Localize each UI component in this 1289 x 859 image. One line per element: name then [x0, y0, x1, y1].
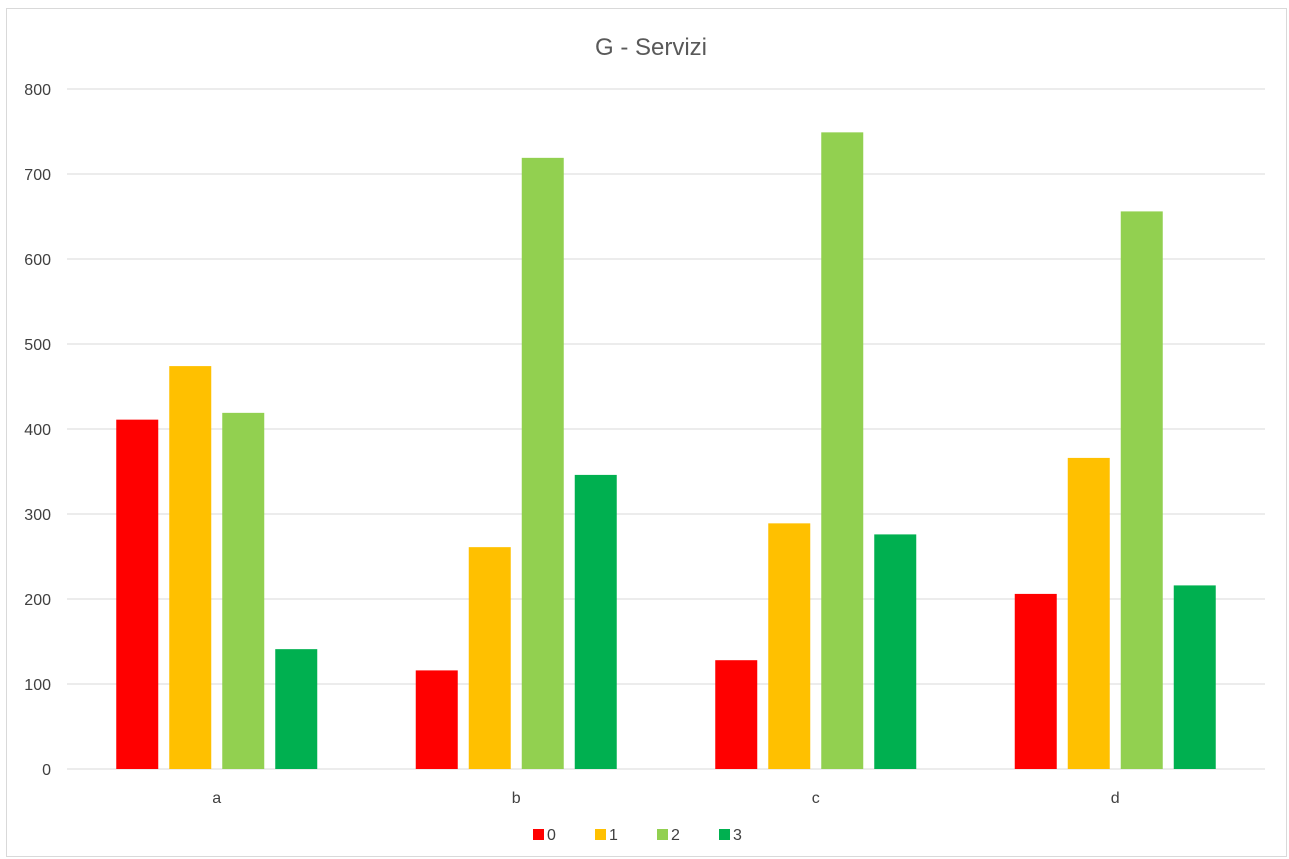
- bar-b-series-0: [415, 670, 458, 769]
- legend-label: 2: [671, 827, 680, 844]
- y-tick-label: 0: [42, 762, 51, 779]
- chart-title: G - Servizi: [595, 34, 707, 61]
- bar-b-series-3: [574, 474, 617, 769]
- bar-d-series-1: [1067, 457, 1110, 769]
- y-tick-label: 400: [24, 422, 51, 439]
- gridlines: [67, 88, 1265, 770]
- x-tick-label: d: [1111, 790, 1120, 807]
- y-tick-label: 500: [24, 337, 51, 354]
- legend-swatch-2: [657, 829, 668, 840]
- bar-d-series-2: [1120, 211, 1163, 769]
- x-tick-label: a: [212, 790, 221, 807]
- y-tick-label: 200: [24, 592, 51, 609]
- y-tick-label: 300: [24, 507, 51, 524]
- y-tick-label: 100: [24, 677, 51, 694]
- bar-a-series-0: [116, 419, 159, 769]
- y-tick-label: 800: [24, 82, 51, 99]
- bar-c-series-0: [715, 660, 758, 769]
- bar-a-series-2: [222, 412, 265, 769]
- y-axis-tick-labels: 0 100 200 300 400 500 600 700 800: [24, 82, 51, 779]
- x-tick-label: b: [512, 790, 521, 807]
- legend-swatch-0: [533, 829, 544, 840]
- bar-d-series-3: [1173, 585, 1216, 769]
- bar-d-series-0: [1014, 593, 1057, 769]
- legend-label: 1: [609, 827, 618, 844]
- legend-swatch-3: [719, 829, 730, 840]
- legend: 0 1 2 3: [533, 827, 742, 844]
- y-tick-label: 600: [24, 252, 51, 269]
- bar-c-series-3: [874, 534, 917, 769]
- bar-c-series-1: [768, 523, 811, 769]
- bar-b-series-2: [521, 157, 564, 770]
- bar-a-series-1: [169, 366, 212, 769]
- legend-label: 0: [547, 827, 556, 844]
- y-tick-label: 700: [24, 167, 51, 184]
- x-tick-label: c: [812, 790, 820, 807]
- bars: [116, 132, 1216, 770]
- legend-label: 3: [733, 827, 742, 844]
- legend-swatch-1: [595, 829, 606, 840]
- bar-b-series-1: [468, 547, 511, 769]
- bar-c-series-2: [821, 132, 864, 770]
- bar-a-series-3: [275, 649, 318, 769]
- x-axis-tick-labels: a b c d: [212, 790, 1119, 807]
